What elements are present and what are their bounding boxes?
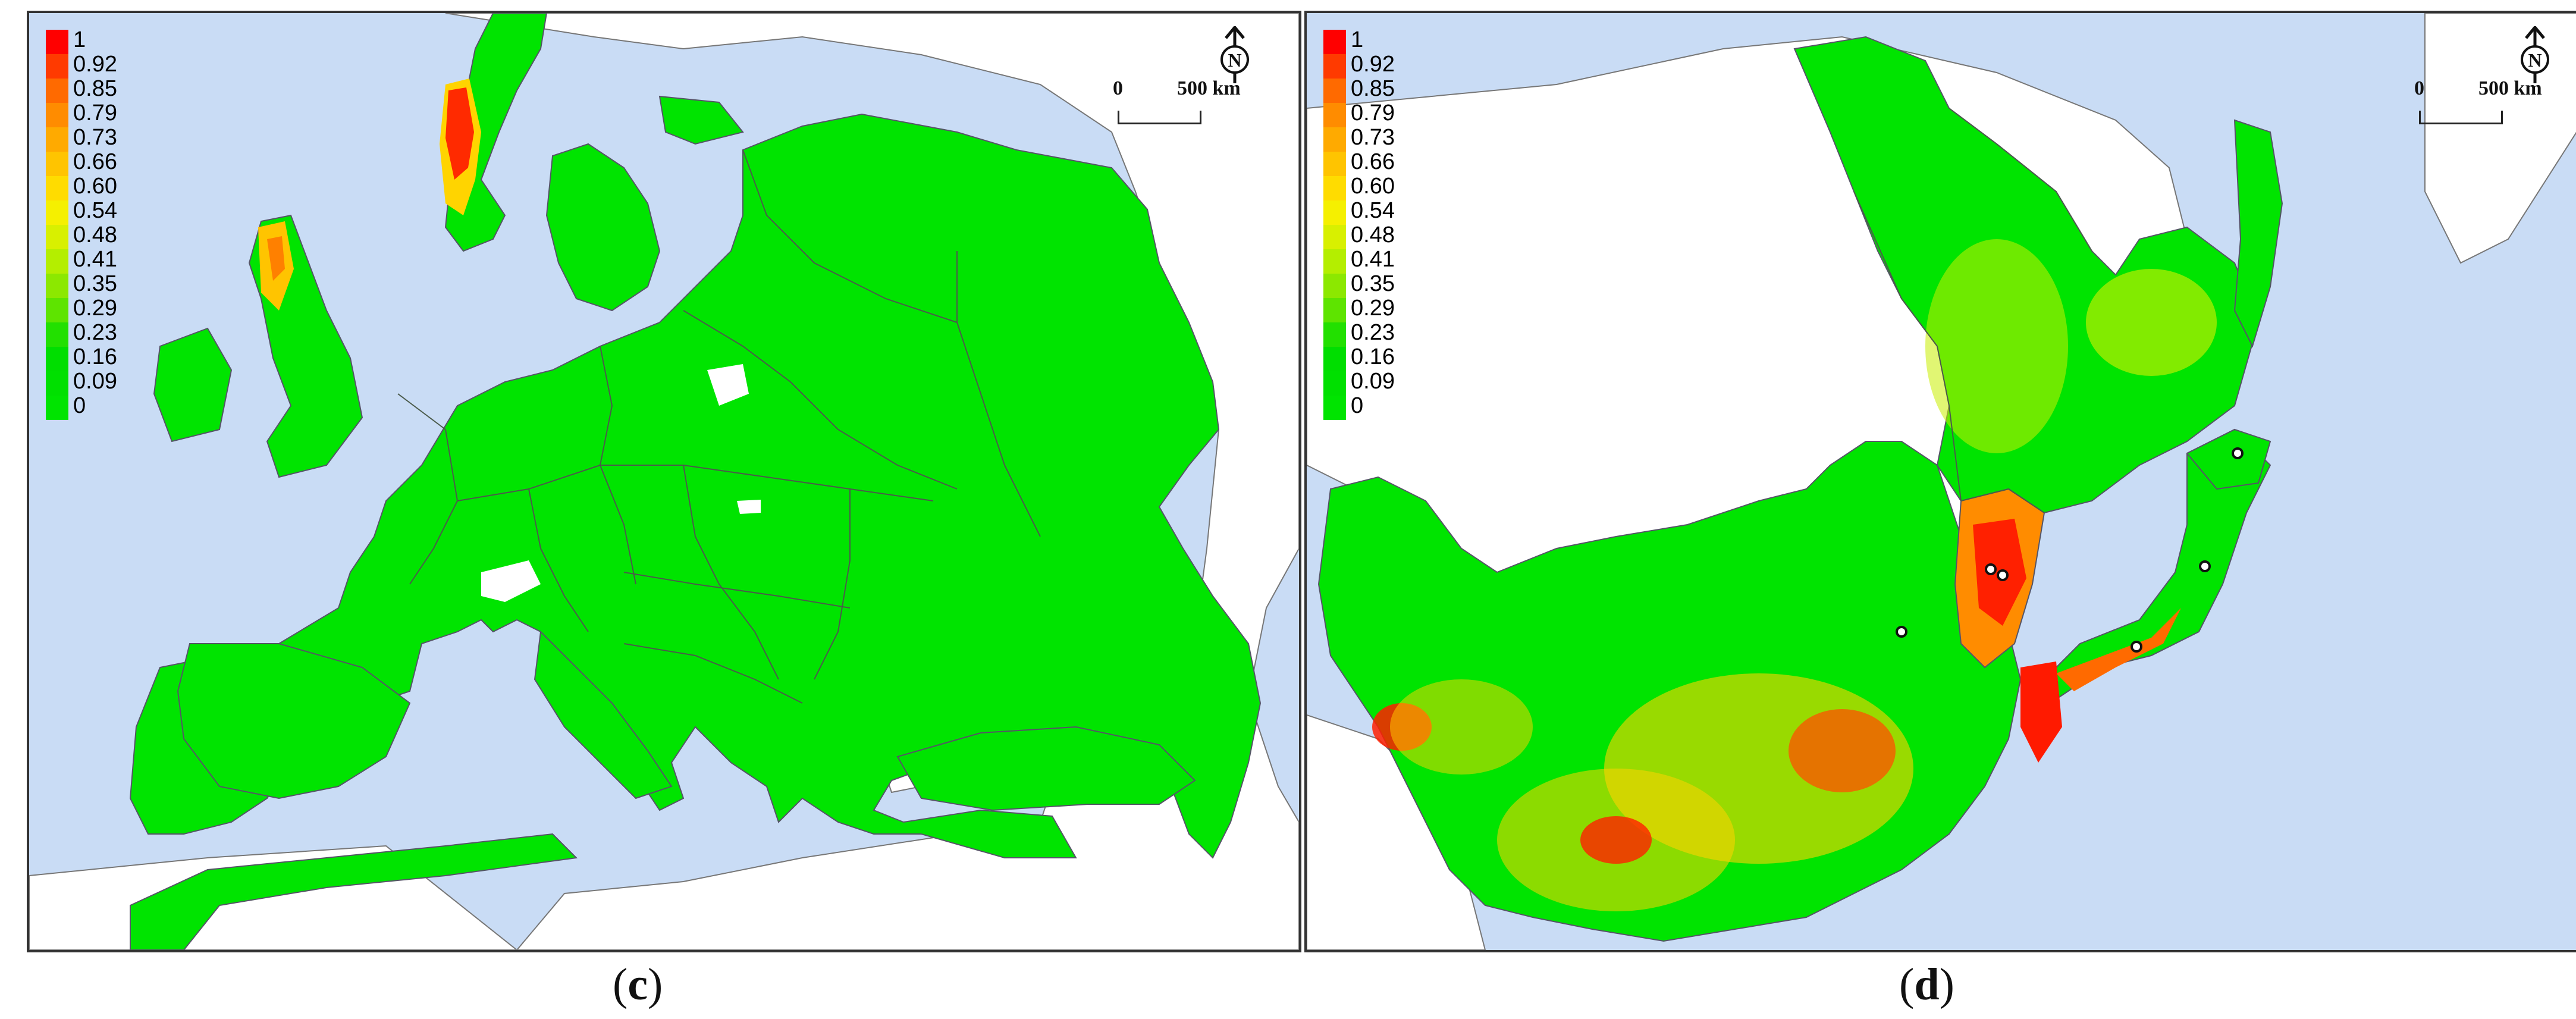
legend-label: 0.85 bbox=[73, 76, 117, 101]
legend-swatch bbox=[46, 347, 68, 371]
legend-swatch bbox=[1323, 152, 1346, 176]
legend-label: 0.92 bbox=[73, 52, 117, 77]
scale-bar-line bbox=[1118, 111, 1201, 124]
legend-swatch bbox=[46, 103, 68, 127]
map-panel-east-asia: 1 0.92 0.85 0.79 0.73 0.66 0.60 0.54 0.4… bbox=[1304, 11, 2576, 952]
legend-label: 1 bbox=[73, 27, 86, 52]
legend-label: 0.29 bbox=[1351, 296, 1395, 321]
legend-label: 0.41 bbox=[1351, 247, 1395, 272]
legend-label: 0.48 bbox=[73, 222, 117, 247]
legend-swatch bbox=[1323, 176, 1346, 200]
legend-label: 0.92 bbox=[1351, 52, 1395, 77]
legend-label: 0 bbox=[1351, 393, 1364, 418]
legend-label: 0 bbox=[73, 393, 86, 418]
scale-bar-line bbox=[2419, 111, 2503, 124]
legend-swatch bbox=[46, 79, 68, 103]
scale-label: 500 km bbox=[2478, 77, 2542, 99]
probability-legend: 1 0.92 0.85 0.79 0.73 0.66 0.60 0.54 0.4… bbox=[46, 27, 117, 420]
legend-swatch bbox=[46, 176, 68, 200]
legend-swatch bbox=[46, 225, 68, 249]
legend-swatch bbox=[46, 371, 68, 396]
legend-label: 0.29 bbox=[73, 296, 117, 321]
legend-label: 1 bbox=[1351, 27, 1364, 52]
legend-swatch bbox=[1323, 347, 1346, 371]
legend-swatch bbox=[1323, 200, 1346, 225]
legend-label: 0.85 bbox=[1351, 76, 1395, 101]
scale-label: 500 km bbox=[1177, 77, 1241, 99]
legend-label: 0.60 bbox=[73, 174, 117, 199]
legend-swatch bbox=[1323, 249, 1346, 274]
scale-zero: 0 bbox=[2414, 77, 2424, 99]
legend-swatch bbox=[1323, 225, 1346, 249]
legend-label: 0.16 bbox=[73, 344, 117, 369]
legend-swatch bbox=[1323, 30, 1346, 54]
legend-swatch bbox=[46, 200, 68, 225]
legend-label: 0.48 bbox=[1351, 222, 1395, 247]
legend-swatch bbox=[1323, 54, 1346, 79]
legend-label: 0.09 bbox=[73, 369, 117, 394]
north-letter: N bbox=[2528, 49, 2542, 71]
legend-label: 0.16 bbox=[1351, 344, 1395, 369]
legend-label: 0.79 bbox=[73, 101, 117, 126]
east-asia-map bbox=[1307, 13, 2576, 950]
legend-swatch bbox=[46, 30, 68, 54]
legend-swatch bbox=[46, 127, 68, 152]
north-arrow-icon: N bbox=[1214, 25, 1256, 86]
legend-swatch bbox=[1323, 322, 1346, 347]
legend-label: 0.60 bbox=[1351, 174, 1395, 199]
caption-c: (c) bbox=[613, 960, 663, 1009]
legend-label: 0.79 bbox=[1351, 101, 1395, 126]
map-panel-europe: 1 0.92 0.85 0.79 0.73 0.66 0.60 0.54 0.4… bbox=[27, 11, 1301, 952]
legend-swatch bbox=[46, 298, 68, 322]
legend-label: 0.73 bbox=[1351, 125, 1395, 150]
legend-swatch bbox=[46, 152, 68, 176]
legend-swatch bbox=[46, 322, 68, 347]
legend-swatch bbox=[1323, 371, 1346, 396]
legend-swatch bbox=[46, 54, 68, 79]
scale-zero: 0 bbox=[1113, 77, 1123, 99]
north-arrow-icon: N bbox=[2514, 25, 2556, 86]
legend-swatch bbox=[46, 396, 68, 420]
legend-label: 0.35 bbox=[73, 271, 117, 296]
legend-label: 0.09 bbox=[1351, 369, 1395, 394]
legend-swatch bbox=[46, 249, 68, 274]
legend-swatch bbox=[1323, 298, 1346, 322]
legend-label: 0.23 bbox=[1351, 320, 1395, 345]
legend-label: 0.66 bbox=[73, 149, 117, 174]
legend-label: 0.66 bbox=[1351, 149, 1395, 174]
legend-label: 0.54 bbox=[1351, 198, 1395, 223]
legend-swatch bbox=[1323, 79, 1346, 103]
legend-swatch bbox=[1323, 274, 1346, 298]
legend-label: 0.35 bbox=[1351, 271, 1395, 296]
legend-swatch bbox=[1323, 103, 1346, 127]
north-letter: N bbox=[1228, 49, 1241, 71]
legend-label: 0.41 bbox=[73, 247, 117, 272]
europe-suitable-area bbox=[129, 113, 1262, 859]
probability-legend: 1 0.92 0.85 0.79 0.73 0.66 0.60 0.54 0.4… bbox=[1323, 27, 1395, 420]
legend-label: 0.23 bbox=[73, 320, 117, 345]
legend-swatch bbox=[1323, 396, 1346, 420]
caption-d: (d) bbox=[1899, 960, 1954, 1009]
legend-swatch bbox=[1323, 127, 1346, 152]
legend-label: 0.73 bbox=[73, 125, 117, 150]
legend-swatch bbox=[46, 274, 68, 298]
legend-label: 0.54 bbox=[73, 198, 117, 223]
europe-map bbox=[29, 13, 1299, 950]
